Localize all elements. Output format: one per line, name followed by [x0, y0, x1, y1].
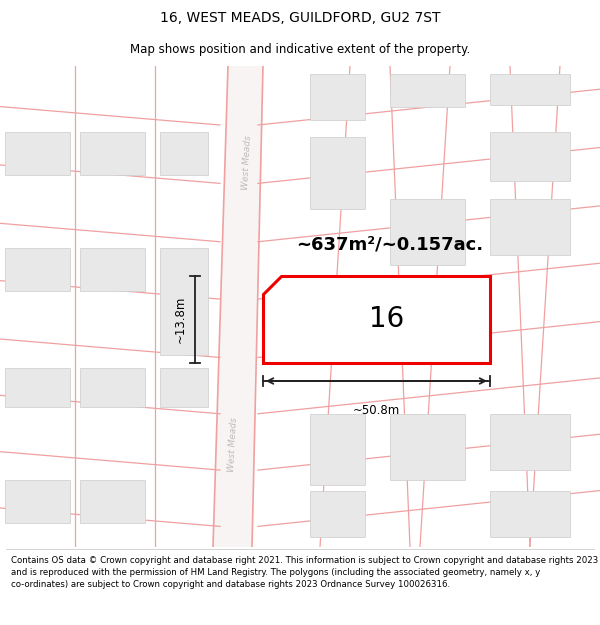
Text: Contains OS data © Crown copyright and database right 2021. This information is : Contains OS data © Crown copyright and d…: [11, 556, 598, 589]
Polygon shape: [213, 66, 263, 547]
Bar: [490, 132, 570, 181]
Bar: [80, 248, 145, 291]
Text: West Meads: West Meads: [241, 136, 253, 191]
Bar: [490, 414, 570, 470]
Bar: [310, 138, 365, 209]
Bar: [160, 368, 208, 407]
Bar: [160, 248, 208, 356]
Bar: [80, 368, 145, 407]
Bar: [160, 132, 208, 175]
Text: ~50.8m: ~50.8m: [353, 404, 400, 416]
Bar: [390, 74, 465, 107]
Bar: [5, 481, 70, 523]
Text: ~13.8m: ~13.8m: [174, 296, 187, 343]
Bar: [390, 414, 465, 481]
Bar: [490, 74, 570, 104]
Bar: [490, 199, 570, 255]
Bar: [490, 491, 570, 537]
Bar: [80, 481, 145, 523]
Bar: [310, 491, 365, 537]
Text: West Meads: West Meads: [227, 417, 239, 472]
Bar: [5, 132, 70, 175]
Text: 16: 16: [369, 305, 404, 333]
Bar: [390, 199, 465, 265]
Text: ~637m²/~0.157ac.: ~637m²/~0.157ac.: [296, 236, 484, 254]
Bar: [80, 132, 145, 175]
Bar: [5, 248, 70, 291]
Text: Map shows position and indicative extent of the property.: Map shows position and indicative extent…: [130, 42, 470, 56]
Text: 16, WEST MEADS, GUILDFORD, GU2 7ST: 16, WEST MEADS, GUILDFORD, GU2 7ST: [160, 11, 440, 26]
Bar: [310, 414, 365, 486]
Bar: [5, 368, 70, 407]
Polygon shape: [263, 276, 490, 362]
Bar: [310, 74, 365, 120]
